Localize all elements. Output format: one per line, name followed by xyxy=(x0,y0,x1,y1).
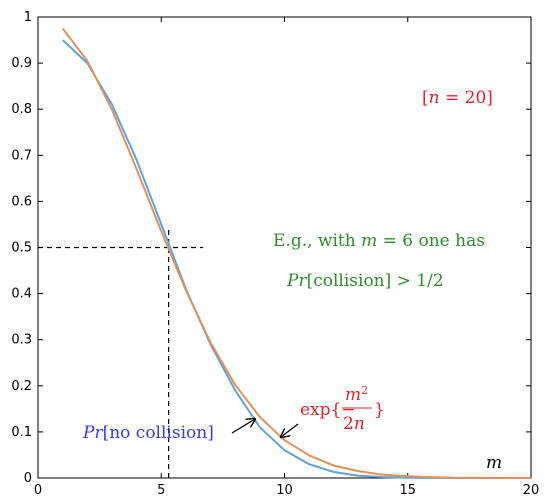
example-line-2: Pr[collision] > 1/2 xyxy=(286,271,444,291)
y-tick-label: 0.3 xyxy=(11,333,32,348)
example-line-1: E.g., with m = 6 one has xyxy=(273,231,485,251)
arrow-exp xyxy=(281,423,299,437)
x-tick-label: 10 xyxy=(276,483,293,497)
svg-text:m2: m2 xyxy=(345,384,368,405)
x-tick-label: 20 xyxy=(523,483,540,497)
y-tick-label: 0.4 xyxy=(11,287,32,302)
exp-formula-label: exp{− m2 2n } xyxy=(300,384,385,434)
y-tick-label: 0.6 xyxy=(11,194,32,209)
y-tick-label: 0 xyxy=(24,471,32,486)
y-tick-label: 0.9 xyxy=(11,56,32,71)
n-label: [n = 20] xyxy=(422,88,493,108)
y-tick-label: 0.5 xyxy=(11,241,32,256)
x-tick-label: 5 xyxy=(157,483,165,497)
y-tick-label: 0.1 xyxy=(11,425,32,440)
reference-lines xyxy=(38,229,204,478)
arrow-no-collision xyxy=(231,419,255,434)
axis-ticks: 00.10.20.30.40.50.60.70.80.910 5 10 15 20 xyxy=(11,10,539,497)
svg-text:}: } xyxy=(374,400,385,420)
y-tick-label: 1 xyxy=(24,10,32,25)
svg-text:2n: 2n xyxy=(343,414,365,434)
no-collision-label: Pr[no collision] xyxy=(82,423,214,443)
svg-text:exp{−: exp{− xyxy=(300,400,356,420)
x-tick-label: 15 xyxy=(399,483,416,497)
y-tick-label: 0.2 xyxy=(11,379,32,394)
y-tick-label: 0.8 xyxy=(11,102,32,117)
x-axis-label: m xyxy=(486,453,502,473)
x-tick-label: 0 xyxy=(34,483,42,497)
series-line-exp-approx xyxy=(61,27,531,479)
y-tick-label: 0.7 xyxy=(11,148,32,163)
series-lines xyxy=(61,27,531,479)
